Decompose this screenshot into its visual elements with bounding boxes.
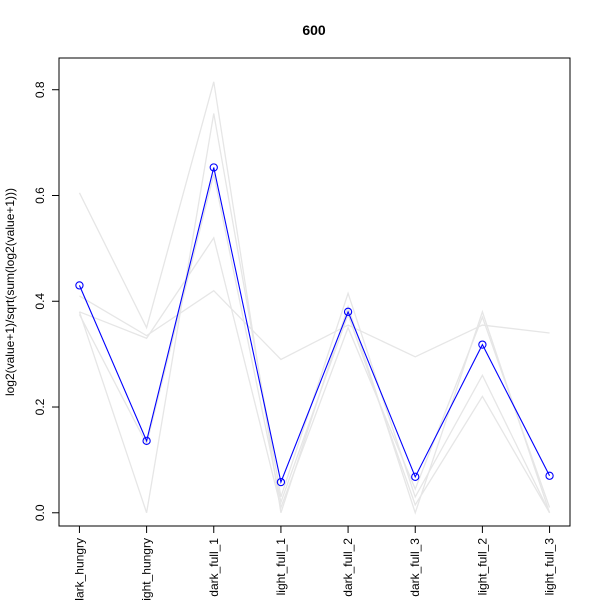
x-tick-label-light_full_3: light_full_3 bbox=[543, 538, 557, 596]
y-tick-label: 0.4 bbox=[33, 293, 47, 310]
highlight-point-dark_full_2 bbox=[343, 307, 353, 316]
x-tick-label-light_full_1: light_full_1 bbox=[274, 538, 288, 596]
background-series-line-4 bbox=[79, 289, 550, 361]
y-tick-label: 0.2 bbox=[33, 398, 47, 415]
x-tick-label-dark_hungry: dark_hungry bbox=[72, 538, 86, 600]
x-axis: dark_hungry light_hungry dark_full_1 light_… bbox=[72, 525, 557, 600]
background-series-line-2 bbox=[78, 113, 551, 514]
y-tick-label: 0.6 bbox=[33, 187, 47, 204]
highlight-point-light_full_2 bbox=[478, 340, 487, 349]
highlight-series-line bbox=[78, 167, 551, 485]
x-tick-label-dark_full_3: dark_full_3 bbox=[408, 538, 422, 597]
y-axis: 0.0 0.2 0.4 0.6 0.8 bbox=[33, 81, 60, 521]
background-series-line-1 bbox=[78, 81, 551, 515]
y-tick-label: 0.8 bbox=[33, 81, 47, 98]
x-tick-label-dark_full_1: dark_full_1 bbox=[207, 538, 221, 597]
x-tick-label-dark_full_2: dark_full_2 bbox=[341, 538, 355, 597]
chart-title: 600 bbox=[302, 22, 326, 38]
plot-frame bbox=[58, 57, 571, 527]
highlight-point-dark_full_1 bbox=[209, 163, 218, 172]
highlight-point-dark_full_3 bbox=[411, 472, 420, 481]
highlight-series-group bbox=[75, 163, 554, 487]
highlight-point-dark_hungry bbox=[75, 281, 84, 290]
background-series-group bbox=[78, 81, 551, 515]
highlight-point-light_full_1 bbox=[276, 477, 286, 487]
x-tick-label-light_full_2: light_full_2 bbox=[475, 538, 489, 596]
x-tick-label-light_hungry: light_hungry bbox=[140, 538, 154, 600]
background-series-line-3 bbox=[79, 236, 551, 510]
highlight-point-light_full_3 bbox=[545, 471, 554, 480]
y-axis-label: log2(value+1)/sqrt(sum(log2(value+1))) bbox=[3, 188, 17, 396]
background-series-line-5 bbox=[78, 174, 551, 514]
highlight-point-light_hungry bbox=[142, 436, 151, 446]
y-tick-label: 0.0 bbox=[33, 504, 47, 521]
